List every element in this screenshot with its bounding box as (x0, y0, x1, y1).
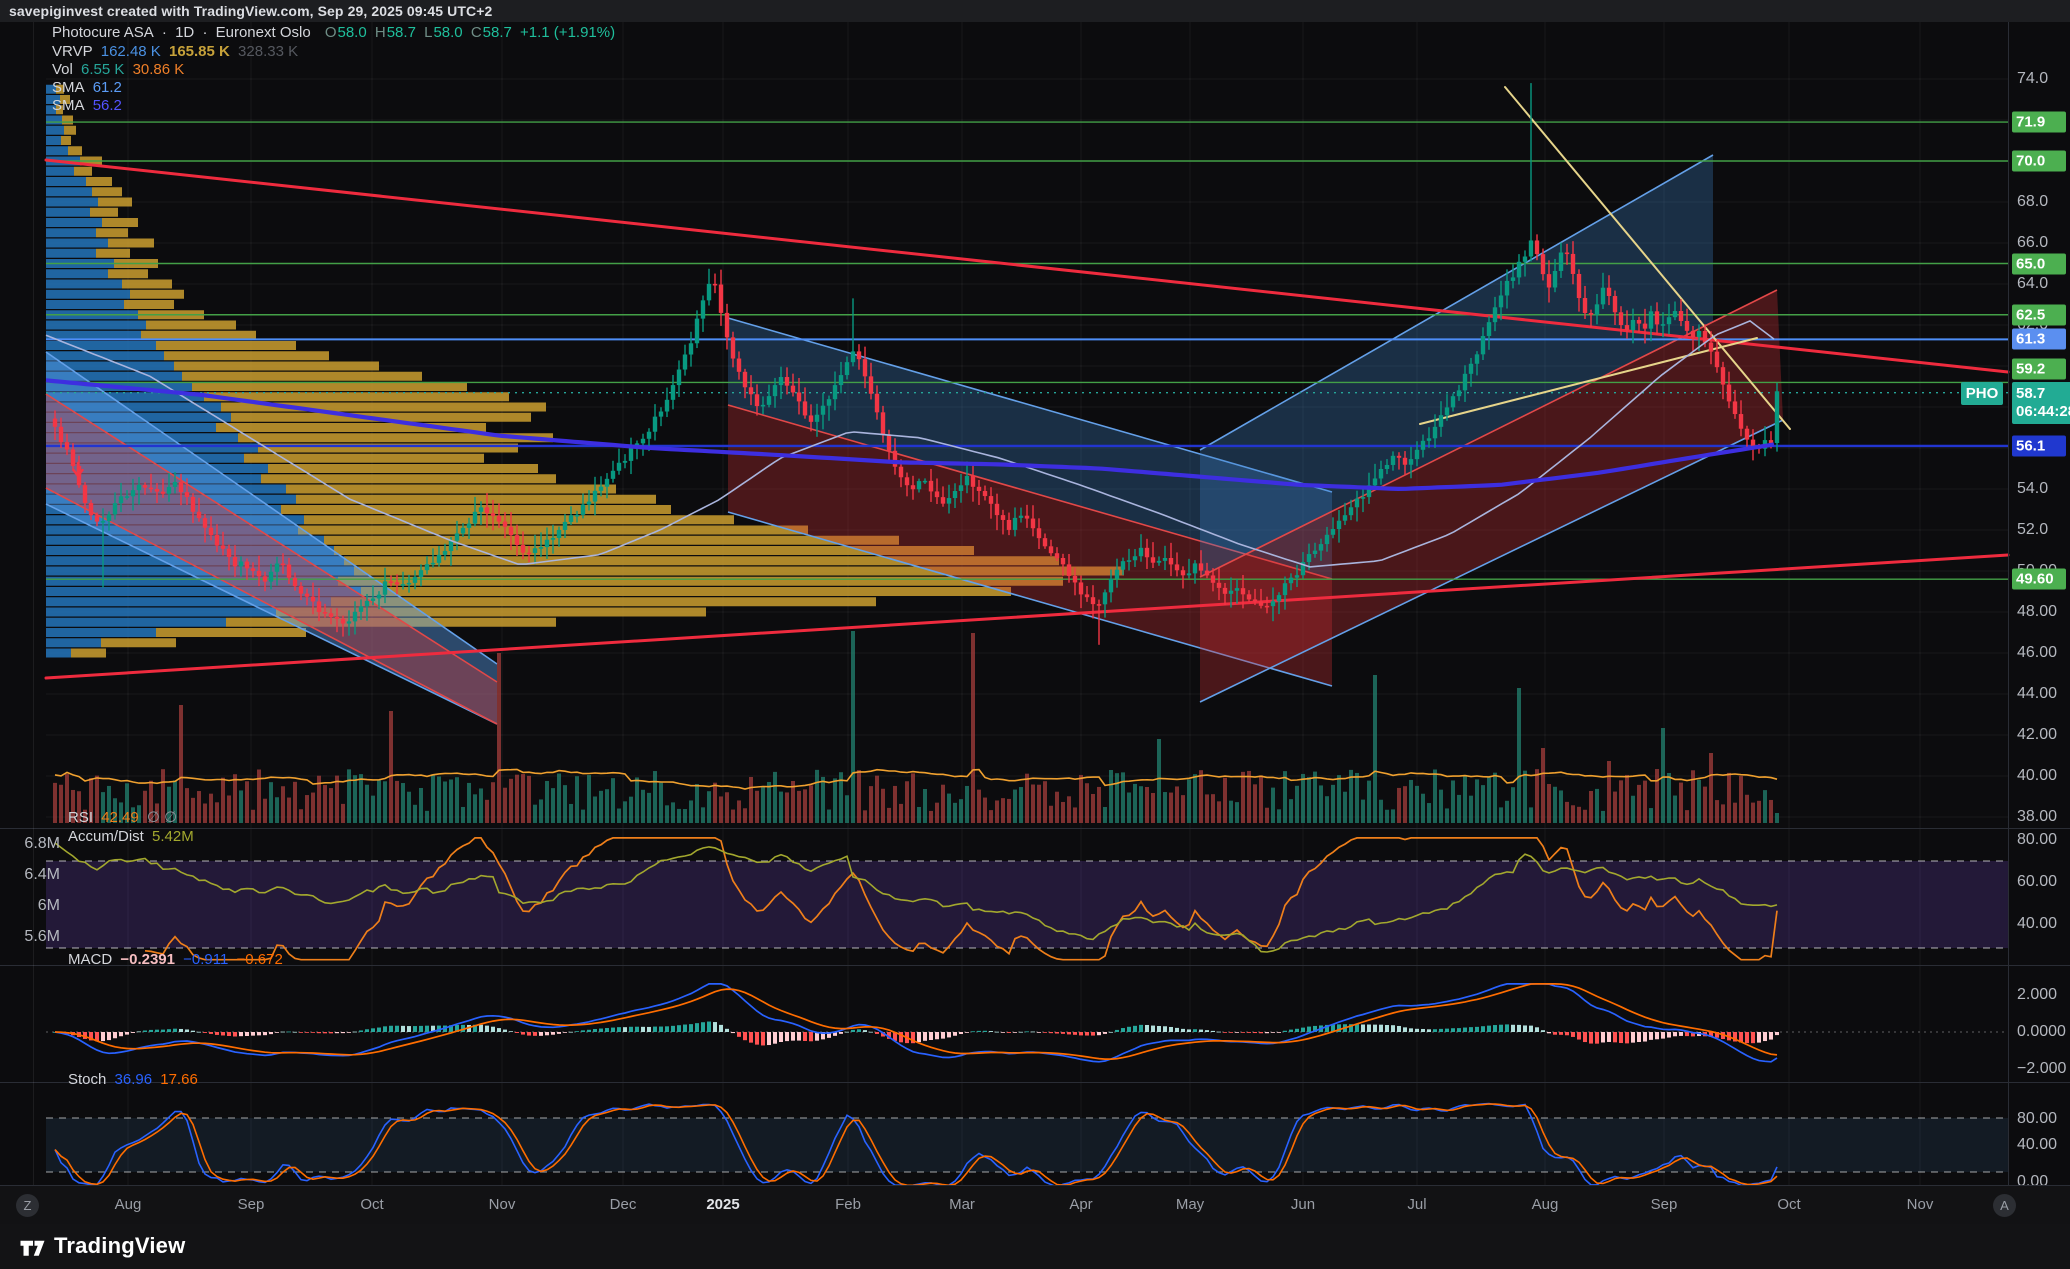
time-axis-month-label: Feb (835, 1196, 861, 1213)
price-axis-label: 44.00 (2017, 685, 2058, 702)
symbol-exchange: Euronext Oslo (215, 24, 311, 41)
legend-rsi-row[interactable]: RSI 42.49 ∅ ∅ (68, 809, 178, 826)
legend-accumdist-row[interactable]: Accum/Dist 5.42M (68, 828, 194, 845)
os-top-bar: savepiginvest created with TradingView.c… (0, 0, 2070, 22)
legend-stoch-row[interactable]: Stoch 36.96 17.66 (68, 1071, 198, 1088)
price-axis[interactable]: NOK 74.068.066.064.062.060.054.052.050.0… (2008, 22, 2070, 1190)
price-axis-label: 48.00 (2017, 603, 2058, 620)
time-axis-month-label: Oct (1777, 1196, 1801, 1213)
indicator-axis-label: 40.00 (2017, 915, 2058, 932)
time-axis-month-label: Dec (609, 1196, 637, 1213)
ohlc-change: +1.1 (+1.91%) (520, 24, 616, 41)
accumdist-axis-label: 6.8M (24, 835, 60, 852)
indicator-axis-label: 40.00 (2017, 1136, 2058, 1153)
price-axis-label: 42.00 (2017, 726, 2058, 743)
price-axis-label: 68.0 (2017, 193, 2049, 210)
ohlc-h-label: H (374, 24, 386, 41)
ohlc-l-label: L (424, 24, 433, 41)
symbol-price-flag: PHO (1961, 381, 2003, 405)
indicator-axis-label: 80.00 (2017, 1110, 2058, 1127)
legend-vrvp-row[interactable]: VRVP 162.48 K 165.85 K 328.33 K (52, 43, 299, 60)
price-level-flag: 62.5 (2012, 304, 2066, 326)
time-axis-month-label: 2025 (706, 1196, 740, 1213)
footer: TradingView (0, 1224, 2070, 1269)
indicator-axis-label: 2.000 (2017, 986, 2058, 1003)
symbol-title: Photocure ASA (52, 24, 154, 41)
time-axis-month-label: Aug (114, 1196, 142, 1213)
price-axis-label: 64.0 (2017, 275, 2049, 292)
legend-symbol-row[interactable]: Photocure ASA · 1D · Euronext Oslo O58.0… (52, 24, 616, 41)
price-axis-label: 54.0 (2017, 480, 2049, 497)
time-axis-month-label: Sep (237, 1196, 265, 1213)
indicator-axis-label: 0.0000 (2017, 1023, 2066, 1040)
time-axis-month-label: Nov (488, 1196, 516, 1213)
last-price: 58.7 (2016, 384, 2046, 402)
price-level-flag: 65.0 (2012, 253, 2066, 274)
ohlc-o-label: O (324, 24, 337, 41)
price-level-flag: 59.2 (2012, 358, 2066, 380)
time-axis[interactable]: Z A Aug Sep Oct Nov Dec 2025 Feb Mar Apr May Jun Ju… (0, 1185, 2070, 1225)
ohlc-c-value: 58.7 (482, 24, 512, 41)
attribution-text: savepiginvest created with TradingView.c… (9, 3, 493, 19)
indicator-axis-label: −2.000 (2017, 1060, 2067, 1077)
time-axis-month-label: Aug (1531, 1196, 1559, 1213)
price-axis-label: 74.0 (2017, 70, 2049, 87)
legend-sma1-row[interactable]: SMA 61.2 (52, 79, 122, 96)
timezone-badge[interactable]: Z (16, 1194, 39, 1217)
time-axis-month-label: Sep (1650, 1196, 1678, 1213)
time-axis-month-label: Nov (1906, 1196, 1934, 1213)
auto-scale-badge[interactable]: A (1993, 1194, 2016, 1217)
last-price-flag: 58.706:44:28 (2012, 381, 2070, 424)
symbol-timeframe: 1D (175, 24, 195, 41)
price-level-flag: 61.3 (2012, 328, 2066, 350)
price-axis-label: 66.0 (2017, 234, 2049, 251)
price-level-flag: 71.9 (2012, 111, 2066, 133)
indicator-axis-label: 80.00 (2017, 831, 2058, 848)
accumdist-axis-label: 6M (37, 897, 60, 914)
ohlc-o-value: 58.0 (337, 24, 367, 41)
price-level-flag: 70.0 (2012, 150, 2066, 172)
chart-stage: Photocure ASA · 1D · Euronext Oslo O58.0… (0, 22, 2070, 1225)
time-axis-month-label: Jul (1407, 1196, 1427, 1213)
accumdist-axis-label: 5.6M (24, 928, 60, 945)
bar-countdown: 06:44:28 (2016, 402, 2070, 420)
price-axis-label: 46.00 (2017, 644, 2058, 661)
time-axis-month-label: Apr (1069, 1196, 1093, 1213)
legend-volume-row[interactable]: Vol 6.55 K 30.86 K (52, 61, 185, 78)
time-axis-month-label: Jun (1290, 1196, 1316, 1213)
vol-label: Vol (52, 61, 73, 78)
price-axis-label: 52.0 (2017, 521, 2049, 538)
price-axis-label: 40.00 (2017, 767, 2058, 784)
time-axis-month-label: Mar (949, 1196, 975, 1213)
legend-macd-row[interactable]: MACD −0.2391 −0.911 −0.672 (68, 951, 283, 968)
ohlc-h-value: 58.7 (386, 24, 416, 41)
accumdist-axis-label: 6.4M (24, 866, 60, 883)
price-level-flag: 56.1 (2012, 435, 2066, 457)
legend-sma2-row[interactable]: SMA 56.2 (52, 97, 122, 114)
price-level-flag: 49.60 (2012, 568, 2066, 590)
tradingview-logo-icon[interactable] (18, 1232, 48, 1262)
price-axis-label: 38.00 (2017, 808, 2058, 825)
ohlc-c-label: C (470, 24, 482, 41)
vrvp-label: VRVP (52, 43, 93, 60)
tradingview-wordmark[interactable]: TradingView (54, 1233, 186, 1258)
indicator-axis-label: 60.00 (2017, 873, 2058, 890)
time-axis-month-label: May (1175, 1196, 1205, 1213)
ohlc-l-value: 58.0 (433, 24, 463, 41)
time-axis-month-label: Oct (360, 1196, 384, 1213)
